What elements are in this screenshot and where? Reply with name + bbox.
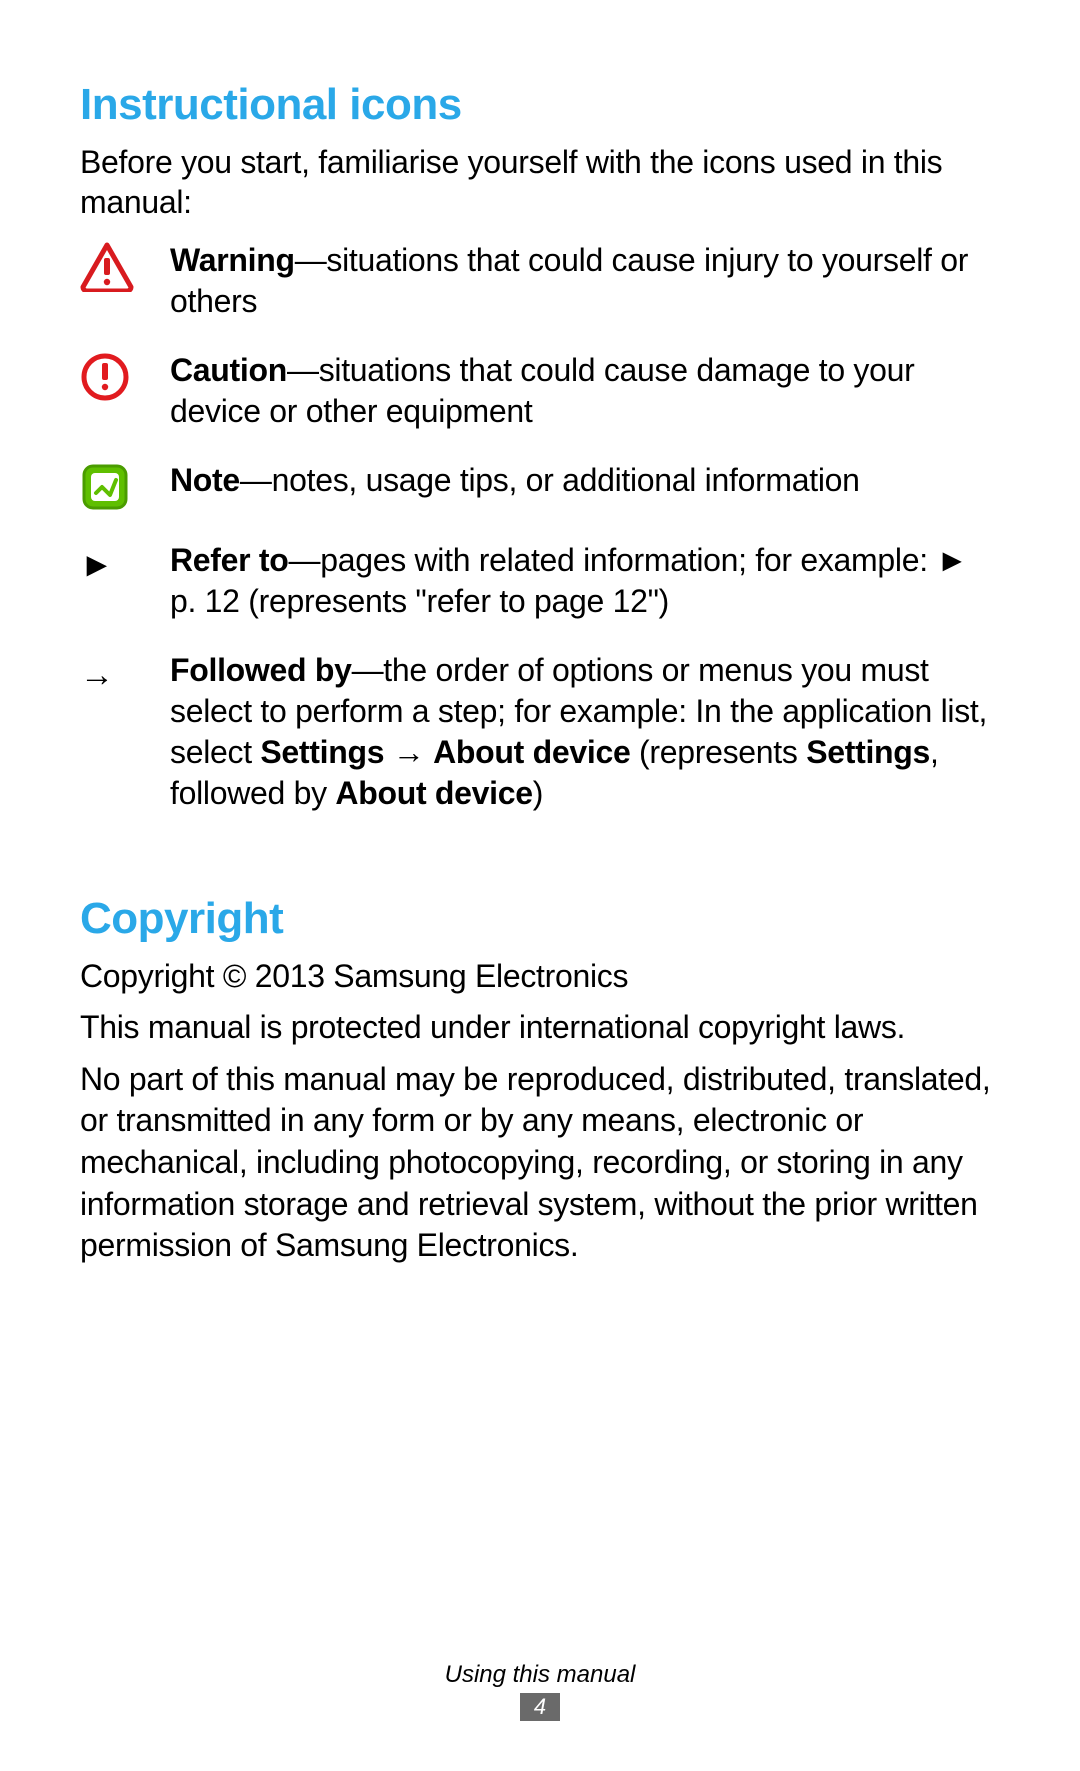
note-label: Note — [170, 462, 240, 498]
followed-symbol: → — [80, 652, 114, 692]
copyright-line-1: This manual is protected under internati… — [80, 1007, 1000, 1049]
warning-icon — [80, 240, 170, 292]
page-number: 4 — [520, 1693, 560, 1721]
refer-label: Refer to — [170, 542, 289, 578]
icon-row-followed: → Followed by—the order of options or me… — [80, 650, 1000, 814]
warning-label: Warning — [170, 242, 295, 278]
page-footer: Using this manual 4 — [0, 1661, 1080, 1721]
note-text: Note—notes, usage tips, or additional in… — [170, 460, 1000, 501]
icon-row-note: Note—notes, usage tips, or additional in… — [80, 460, 1000, 512]
caution-label: Caution — [170, 352, 287, 388]
section-heading-copyright: Copyright — [80, 894, 1000, 944]
note-desc: —notes, usage tips, or additional inform… — [240, 462, 860, 498]
icons-intro: Before you start, familiarise yourself w… — [80, 142, 1000, 222]
followed-label: Followed by — [170, 652, 352, 688]
copyright-line-0: Copyright © 2013 Samsung Electronics — [80, 956, 1000, 998]
icon-row-warning: Warning—situations that could cause inju… — [80, 240, 1000, 322]
copyright-line-2: No part of this manual may be reproduced… — [80, 1059, 1000, 1267]
footer-title: Using this manual — [0, 1661, 1080, 1689]
refer-symbol: ► — [80, 542, 114, 582]
refer-icon: ► — [80, 540, 170, 582]
refer-desc: —pages with related information; for exa… — [170, 542, 968, 619]
icon-row-refer: ► Refer to—pages with related informatio… — [80, 540, 1000, 622]
icon-row-caution: Caution—situations that could cause dama… — [80, 350, 1000, 432]
note-icon — [80, 460, 170, 512]
followed-icon: → — [80, 650, 170, 692]
copyright-section: Copyright Copyright © 2013 Samsung Elect… — [80, 894, 1000, 1267]
followed-text: Followed by—the order of options or menu… — [170, 650, 1000, 814]
caution-icon — [80, 350, 170, 402]
caution-text: Caution—situations that could cause dama… — [170, 350, 1000, 432]
warning-text: Warning—situations that could cause inju… — [170, 240, 1000, 322]
refer-text: Refer to—pages with related information;… — [170, 540, 1000, 622]
section-heading-icons: Instructional icons — [80, 80, 1000, 130]
